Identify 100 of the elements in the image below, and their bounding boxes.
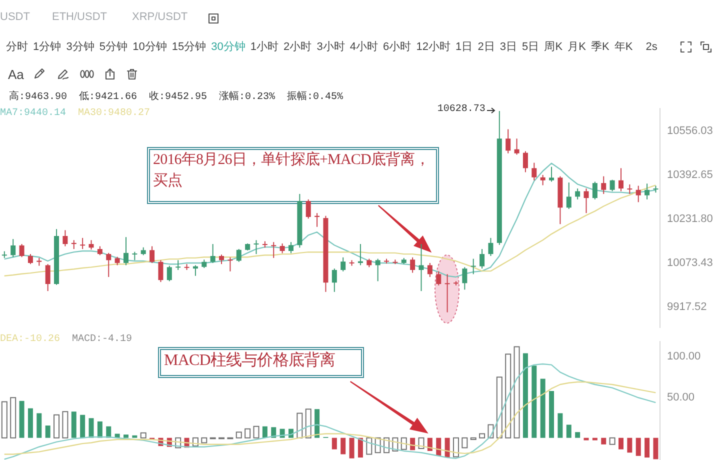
text: 1小时 2小时 3小时 4小时 6小时 12小时 1日 2日 3日 5日 周K 月K 季K 年K — [250, 40, 633, 54]
candlestick — [150, 246, 155, 264]
bar — [332, 438, 337, 450]
candlestick — [254, 240, 259, 255]
candlestick — [340, 256, 346, 272]
bar — [496, 376, 502, 438]
candlestick — [601, 176, 606, 194]
candlestick — [410, 256, 416, 274]
candlestick — [506, 128, 511, 154]
candlestick — [540, 174, 546, 186]
text: DEA:-10.26 — [0, 334, 60, 345]
bar — [36, 413, 42, 438]
bar — [80, 414, 86, 438]
candlestick — [10, 238, 16, 258]
bar — [262, 426, 268, 438]
text: ETH/USDT — [52, 11, 107, 23]
candlestick — [462, 266, 468, 290]
candlestick — [349, 260, 354, 266]
bar — [636, 438, 641, 456]
candlestick — [618, 168, 624, 192]
annotation: MACD:-4.19 — [72, 334, 132, 345]
candlestick — [62, 230, 68, 247]
candlestick — [306, 198, 311, 220]
bar — [71, 412, 76, 438]
candlestick — [88, 240, 94, 250]
candlestick — [80, 237, 86, 250]
bar — [244, 428, 251, 438]
candlestick — [176, 260, 181, 270]
bar — [10, 397, 16, 438]
candlestick — [480, 248, 485, 270]
annotation: MACD柱线与价格底背离 — [164, 352, 336, 369]
candlestick — [228, 256, 233, 272]
candlestick — [436, 270, 442, 286]
text: 分时 1分钟 3分钟 5分钟 10分钟 15分钟 — [6, 40, 206, 54]
text: MA7:9440.14 — [0, 108, 66, 119]
bar — [106, 426, 112, 438]
candlestick — [28, 254, 33, 265]
y-tick-label: 50.00 — [667, 392, 695, 404]
candlestick — [418, 244, 424, 292]
bar — [462, 437, 468, 448]
candlestick — [470, 258, 476, 275]
bar — [236, 432, 242, 438]
candlestick — [522, 150, 528, 173]
candlestick — [375, 258, 380, 282]
candlestick — [584, 188, 589, 214]
chart-subtitle: 高:9463.90 低:9421.66 收:9452.95 涨幅:0.23% 振幅:0.45% — [9, 92, 344, 103]
bar — [522, 353, 528, 438]
bar — [366, 437, 372, 455]
candlestick — [332, 268, 337, 292]
annotation: 10628.73 — [437, 104, 486, 115]
bar — [514, 346, 520, 438]
candlestick — [592, 181, 598, 200]
bar — [627, 438, 632, 453]
candlestick — [532, 162, 537, 181]
candlestick — [575, 188, 580, 200]
candlestick — [19, 244, 24, 258]
bar — [314, 409, 320, 438]
candlestick — [514, 138, 520, 156]
text: USDT — [0, 11, 30, 23]
bar — [558, 413, 563, 438]
bar — [592, 438, 598, 440]
candlestick — [636, 185, 641, 203]
candlestick — [444, 274, 450, 313]
candlestick — [166, 265, 172, 282]
bar — [644, 438, 650, 458]
bar — [653, 438, 658, 460]
bar — [532, 366, 537, 438]
bar — [62, 411, 68, 438]
candlestick — [106, 252, 112, 278]
candlestick — [271, 242, 276, 258]
bar — [45, 426, 50, 438]
candlestick — [644, 183, 650, 200]
candlestick — [314, 212, 320, 228]
text: XRP/USDT — [132, 11, 188, 23]
bar — [584, 438, 589, 440]
candlestick — [123, 236, 128, 266]
bar — [479, 433, 486, 438]
bar — [97, 421, 102, 438]
candlestick — [427, 262, 432, 278]
bar — [349, 438, 354, 458]
bar — [540, 378, 546, 438]
text: MA30:9480.27 — [78, 108, 150, 119]
candlestick — [288, 242, 294, 254]
candlestick — [45, 264, 50, 292]
line-series — [4, 381, 656, 455]
candlestick — [280, 242, 285, 254]
y-tick-label: 10073.43 — [667, 256, 713, 269]
bar — [575, 432, 580, 438]
bar — [253, 426, 260, 438]
text: 30分钟 — [211, 40, 246, 54]
annotation: 2016年8月26日，单针探底+MACD底背离，买点 — [153, 152, 430, 189]
bar — [549, 391, 554, 438]
bar — [609, 437, 616, 445]
bar — [132, 435, 138, 438]
y-tick-label: 10231.80 — [667, 213, 713, 226]
bar — [566, 424, 572, 438]
candlestick — [236, 248, 242, 262]
candlestick — [210, 244, 216, 264]
candlestick — [219, 254, 224, 265]
candlestick — [488, 237, 494, 256]
